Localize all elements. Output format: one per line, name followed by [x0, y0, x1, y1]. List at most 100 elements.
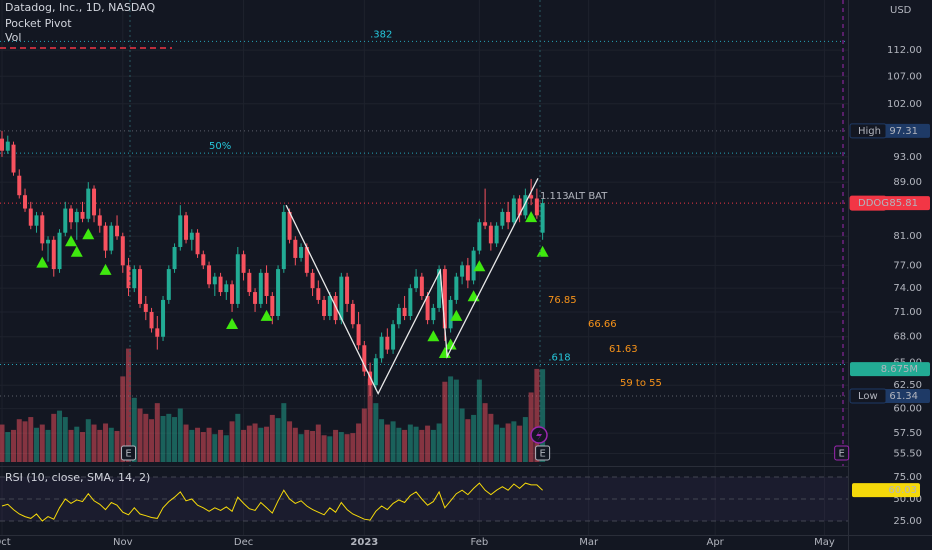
candle-body: [379, 336, 384, 359]
candle-body: [138, 269, 143, 304]
x-tick-label: Oct: [0, 537, 11, 548]
volume-bar: [522, 417, 528, 462]
volume-bar: [114, 430, 120, 462]
candle-body: [408, 288, 413, 317]
volume-bar: [442, 381, 448, 462]
candle-body: [316, 288, 321, 300]
volume-bar: [246, 425, 252, 462]
x-tick-label: 2023: [350, 537, 378, 548]
volume-bar: [85, 419, 91, 462]
volume-bar: [499, 427, 505, 462]
target-label: 66.66: [588, 319, 617, 330]
volume-bar: [5, 432, 11, 462]
price-label-name: DDOG: [858, 198, 889, 209]
signal-marker: [427, 330, 440, 342]
volume-bar: [402, 429, 408, 462]
y-tick-label: 71.00: [893, 307, 922, 318]
y-tick-label: 112.00: [887, 45, 922, 56]
volume-bar: [315, 424, 321, 462]
candle-body: [437, 269, 442, 308]
y-tick-label: 57.50: [893, 428, 922, 439]
volume-bar: [269, 414, 275, 462]
candle-body: [74, 211, 79, 223]
candle-body: [34, 215, 39, 226]
volume-bar: [528, 392, 534, 462]
volume-bar: [126, 348, 132, 462]
candle-body: [166, 269, 171, 300]
volume-bar: [430, 429, 436, 462]
volume-bar: [0, 424, 5, 462]
volume-bar: [195, 427, 201, 462]
volume-bar: [333, 429, 339, 462]
volume-bar: [223, 435, 229, 462]
volume-bar: [39, 424, 45, 462]
x-tick-label: Nov: [113, 537, 133, 548]
volume-bar: [103, 423, 109, 462]
volume-bar: [390, 421, 396, 462]
pattern-ratio: 1.113: [540, 191, 569, 202]
volume-value-label: 8.675M: [881, 364, 918, 375]
volume-bar: [68, 429, 74, 462]
volume-bar: [419, 429, 425, 462]
candle-body: [293, 239, 298, 258]
candle-body: [465, 265, 470, 281]
candle-body: [97, 215, 102, 226]
price-label-name-box: [849, 388, 887, 404]
candle-body: [161, 299, 166, 337]
candle-body: [287, 211, 292, 240]
volume-bar: [488, 413, 494, 462]
volume-bar: [396, 427, 402, 462]
rsi-value-box: [852, 483, 920, 498]
candle-body: [189, 232, 194, 240]
volume-bar: [465, 419, 471, 462]
candle-body: [529, 195, 534, 199]
volume-bar: [292, 427, 298, 462]
candle-body: [506, 211, 511, 223]
x-tick-label: May: [814, 537, 835, 548]
candle-body: [92, 188, 97, 216]
volume-bar: [379, 419, 385, 462]
volume-bar: [229, 421, 235, 462]
harmonic-pattern: [285, 177, 539, 395]
volume-bar: [166, 413, 172, 462]
volume-bar: [189, 429, 195, 462]
volume-bar: [459, 408, 465, 462]
earnings-marker: [834, 445, 850, 461]
volume-bar: [367, 378, 373, 462]
candle-body: [419, 276, 424, 296]
signal-marker: [444, 338, 457, 350]
volume-bar: [218, 429, 224, 462]
volume-bar: [16, 419, 22, 462]
candle-body: [488, 225, 493, 244]
volume-bar: [160, 415, 166, 462]
candle-body: [425, 295, 430, 321]
candle-body: [149, 311, 154, 329]
volume-bar: [206, 427, 212, 462]
candle-body: [414, 276, 419, 289]
target-label: 59 to 55: [620, 378, 662, 389]
volume-bar: [436, 423, 442, 462]
lightning: [536, 429, 542, 441]
volume-bar: [154, 403, 160, 462]
volume-bar: [540, 369, 546, 462]
candle-body: [224, 284, 229, 293]
candle-body: [350, 303, 355, 325]
candle-body: [230, 284, 235, 304]
candle-body: [120, 236, 125, 266]
price-label-value: 85.81: [889, 198, 918, 209]
candle-body: [454, 276, 459, 300]
volume-bar: [51, 413, 57, 462]
volume-bar: [45, 429, 51, 462]
price-label-value: 61.34: [889, 391, 918, 402]
y-tick-label: 77.00: [893, 260, 922, 271]
y-tick-label: 107.00: [887, 71, 922, 82]
price-label-name: Low: [858, 391, 878, 402]
candle-body: [333, 295, 338, 321]
candle-body: [86, 188, 91, 219]
earnings-label: E: [539, 449, 545, 460]
symbol-title: Datadog, Inc., 1D, NASDAQ: [5, 1, 156, 14]
volume-bar: [212, 434, 218, 462]
volume-bar: [298, 434, 304, 462]
candle-body: [339, 276, 344, 321]
